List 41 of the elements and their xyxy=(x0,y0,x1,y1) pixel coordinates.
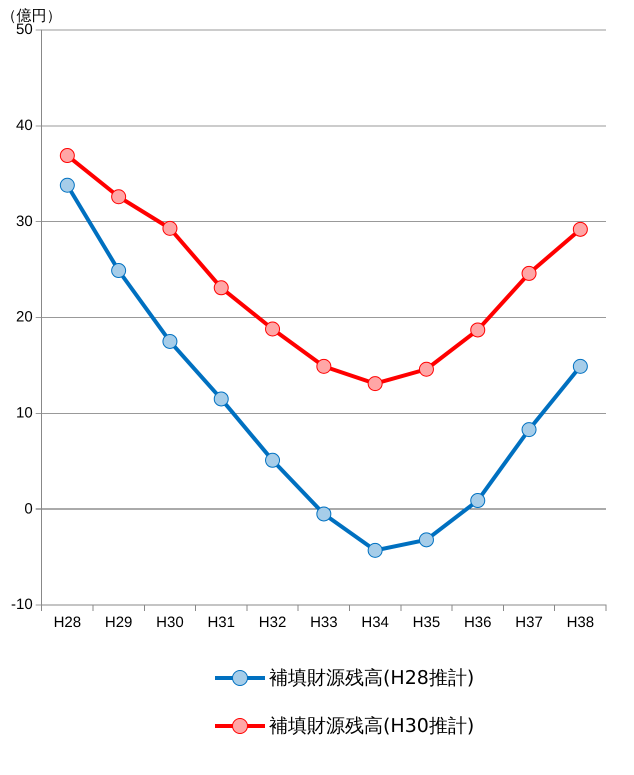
y-tick-label: 30 xyxy=(16,212,33,230)
legend-label: 補填財源残高(H30推計) xyxy=(269,714,474,739)
y-tick-label: 40 xyxy=(16,116,33,134)
legend-label: 補填財源残高(H28推計) xyxy=(269,666,474,691)
x-tick-label: H33 xyxy=(310,614,338,632)
point xyxy=(265,452,280,468)
x-tick-label: H38 xyxy=(566,614,594,632)
x-tick-label: H34 xyxy=(361,614,389,632)
point xyxy=(572,358,588,374)
point xyxy=(572,222,588,237)
point xyxy=(368,542,383,558)
point xyxy=(214,280,229,296)
y-tick-label: 20 xyxy=(16,308,33,326)
point xyxy=(316,506,332,522)
y-tick-label: 10 xyxy=(16,404,33,422)
point xyxy=(522,266,537,281)
x-tick-label: H28 xyxy=(54,614,82,632)
point xyxy=(214,391,229,406)
point xyxy=(60,148,75,164)
x-tick-label: H32 xyxy=(258,614,286,632)
point xyxy=(418,362,434,377)
point xyxy=(162,220,178,236)
point xyxy=(162,334,178,349)
x-tick-label: H36 xyxy=(464,614,492,632)
point xyxy=(418,532,434,548)
x-tick-label: H37 xyxy=(515,614,543,632)
point xyxy=(265,322,280,336)
y-tick-label: 0 xyxy=(24,500,33,518)
point xyxy=(111,263,126,278)
point xyxy=(470,322,486,338)
point xyxy=(522,422,537,438)
x-tick-label: H35 xyxy=(412,614,440,632)
x-tick-label: H29 xyxy=(104,614,132,632)
point xyxy=(470,493,486,508)
x-tick-label: H30 xyxy=(156,614,184,632)
point xyxy=(60,178,75,193)
x-tick-label: H31 xyxy=(207,614,235,632)
y-tick-label: -10 xyxy=(10,596,33,614)
point xyxy=(368,376,383,392)
point xyxy=(316,358,332,374)
point xyxy=(111,189,126,204)
